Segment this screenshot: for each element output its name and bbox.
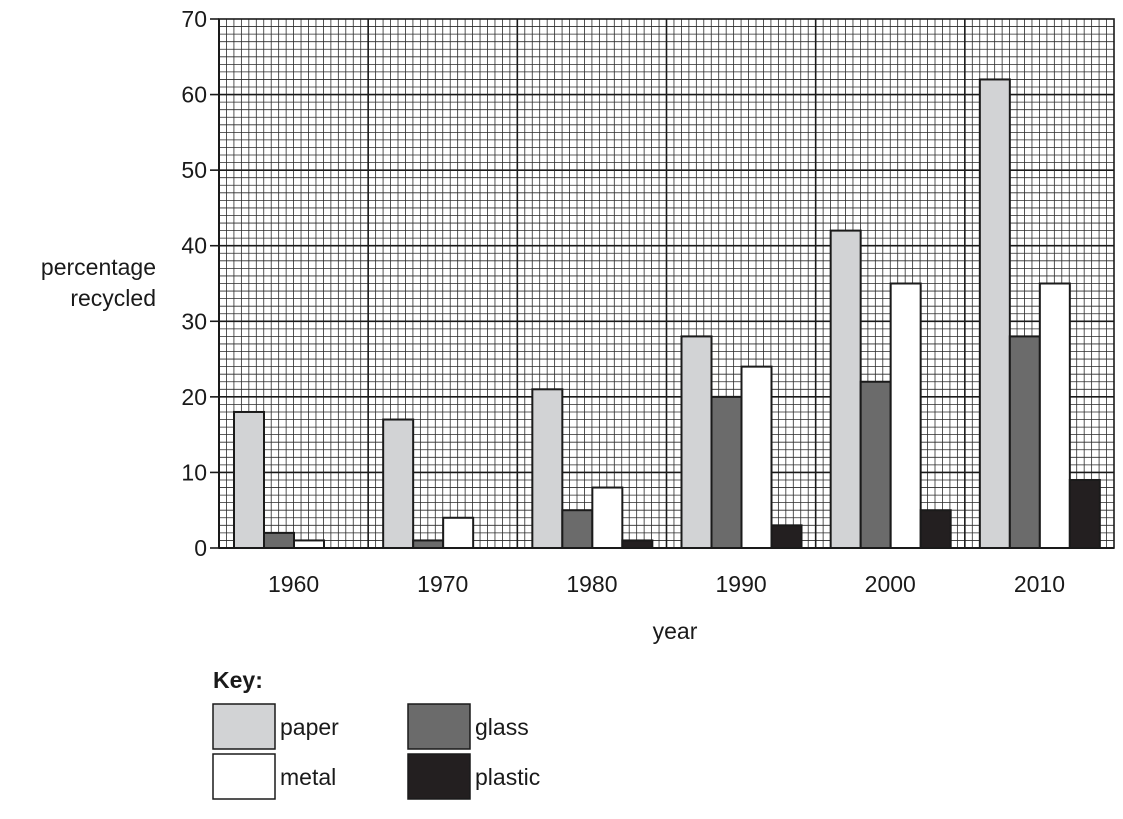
y-tick-labels: 0 10 20 30 40 50 60 70 [181, 6, 207, 561]
bar-metal-1980 [591, 486, 624, 549]
bar-paper-2010 [978, 78, 1011, 549]
legend-label-plastic: plastic [475, 764, 540, 790]
bar-metal-2010 [1038, 282, 1071, 549]
bar-glass-1970 [412, 539, 445, 550]
bar-plastic-1990 [770, 524, 803, 549]
bar-paper-2000 [829, 229, 862, 549]
major-grid-lines [219, 19, 1114, 548]
legend-label-glass: glass [475, 714, 529, 740]
major-grid [219, 19, 1114, 548]
bar-glass-2000 [859, 380, 892, 549]
legend-swatch-plastic [407, 753, 471, 800]
legend-label-metal: metal [280, 764, 336, 790]
bar-plastic-2000 [919, 509, 952, 550]
legend: paper glass metal plastic [212, 703, 540, 800]
y-tick-label: 0 [194, 535, 207, 561]
axes [210, 18, 1115, 549]
bar-glass-1980 [561, 509, 594, 550]
x-axis-label: year [653, 618, 698, 644]
y-tick-label: 70 [181, 6, 207, 32]
bar-glass-1990 [710, 395, 743, 549]
bar-metal-1960 [293, 539, 325, 550]
bar-paper-1960 [233, 410, 265, 549]
bar-paper-1980 [531, 388, 564, 549]
bar-metal-1970 [442, 516, 475, 549]
legend-swatch-glass [407, 703, 471, 750]
bar-glass-1960 [263, 531, 295, 550]
bar-plastic-2010 [1068, 478, 1101, 549]
x-tick-label: 1980 [566, 571, 617, 597]
y-tick-label: 50 [181, 157, 207, 183]
bar-metal-2000 [889, 282, 922, 549]
y-tick-label: 30 [181, 308, 207, 334]
x-tick-labels: 1960 1970 1980 1990 2000 2010 [268, 571, 1065, 597]
y-tick-label: 20 [181, 384, 207, 410]
y-tick-label: 10 [181, 459, 207, 485]
y-axis-label-line-1: percentage [41, 254, 156, 280]
x-tick-label: 2010 [1014, 571, 1065, 597]
legend-swatch-paper [212, 703, 276, 750]
bar-paper-1990 [680, 335, 713, 549]
legend-title: Key: [213, 667, 263, 693]
legend-label-paper: paper [280, 714, 339, 740]
x-tick-label: 2000 [865, 571, 916, 597]
x-tick-label: 1990 [715, 571, 766, 597]
legend-swatch-metal [212, 753, 276, 800]
bar-metal-1990 [740, 365, 773, 549]
y-axis-label-line-2: recycled [70, 285, 156, 311]
bar-plastic-1980 [621, 539, 654, 550]
bar-paper-1970 [382, 418, 415, 549]
x-tick-label: 1960 [268, 571, 319, 597]
bar-glass-2010 [1008, 335, 1041, 549]
y-tick-label: 40 [181, 233, 207, 259]
y-tick-label: 60 [181, 82, 207, 108]
x-tick-label: 1970 [417, 571, 468, 597]
